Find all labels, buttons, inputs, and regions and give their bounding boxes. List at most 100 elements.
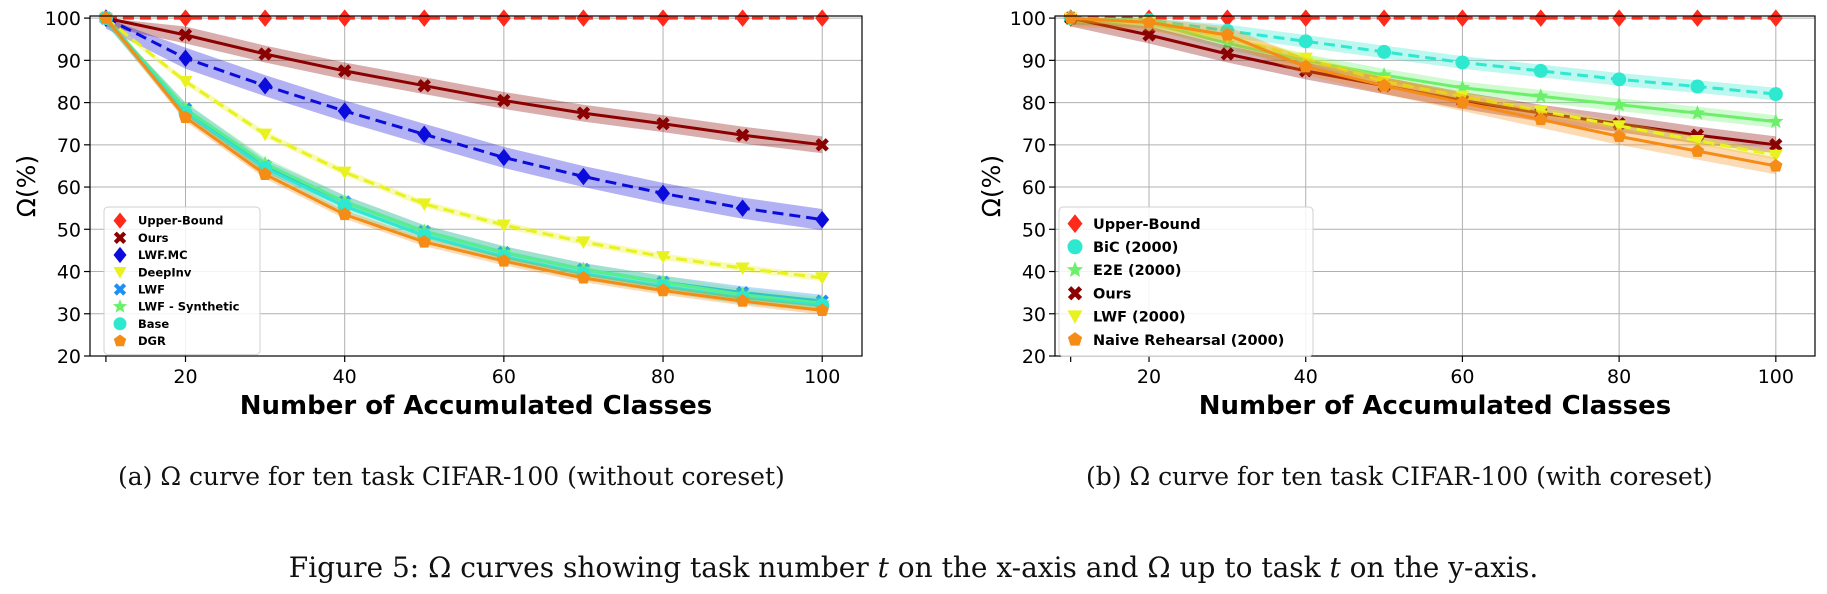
y-tick-label: 90 bbox=[57, 50, 81, 72]
series-deepinv bbox=[98, 12, 830, 285]
point-dgr bbox=[656, 283, 670, 297]
subcaption-b: (b) Ω curve for ten task CIFAR-100 (with… bbox=[1086, 462, 1713, 491]
point-e2e-2000 bbox=[1533, 88, 1549, 103]
chart-b: 20 40 60 80 100 20 30 40 50 60 70 80 90 100 Number of … bbox=[977, 8, 1816, 421]
point-ours bbox=[338, 64, 352, 78]
band-lwf-mc bbox=[105, 18, 823, 231]
point-dgr bbox=[735, 294, 750, 307]
point-bic-2000 bbox=[1768, 87, 1783, 102]
y-tick-label: 90 bbox=[1022, 50, 1046, 72]
legend-label-deepinv: DeepInv bbox=[138, 265, 192, 279]
x-tick-label: 20 bbox=[1137, 366, 1161, 388]
y-tick-label: 30 bbox=[1022, 304, 1046, 326]
line-lwf-synthetic bbox=[104, 17, 823, 305]
ticks: 20 40 60 80 100 20 30 40 50 60 70 80 90 100 bbox=[45, 8, 841, 388]
legend-label-ours: Ours bbox=[1093, 286, 1131, 302]
point-upper-bound bbox=[496, 9, 511, 27]
legend-box bbox=[1058, 206, 1314, 357]
point-naive-rehearsal-2000 bbox=[1064, 11, 1078, 24]
figure-caption: Figure 5: Ω curves showing task number t… bbox=[0, 551, 1827, 584]
point-e2e-2000 bbox=[1376, 67, 1392, 82]
series-dgr bbox=[99, 11, 829, 317]
y-tick-label: 50 bbox=[1022, 219, 1046, 241]
caption-text: on the x-axis and Ω up to task bbox=[888, 551, 1330, 584]
legend-marker-ours bbox=[113, 231, 127, 244]
point-naive-rehearsal-2000 bbox=[1220, 28, 1235, 41]
y-tick-label: 70 bbox=[1022, 135, 1046, 157]
y-tick-label: 80 bbox=[1022, 93, 1046, 115]
x-tick-label: 80 bbox=[1607, 366, 1631, 388]
chart-a: 20 40 60 80 100 20 30 40 50 60 70 80 90 100 Number of … bbox=[12, 8, 863, 421]
y-axis-label: Ω(%) bbox=[977, 155, 1006, 217]
legend-marker-base bbox=[113, 317, 127, 331]
plot-frame bbox=[1054, 15, 1816, 357]
line-lwf-2000 bbox=[1070, 16, 1777, 157]
legend-marker-upper-bound bbox=[1067, 214, 1083, 233]
legend-marker-upper-bound bbox=[113, 212, 127, 229]
point-ours bbox=[576, 106, 591, 120]
legend-box bbox=[103, 206, 261, 356]
line-dgr bbox=[104, 17, 823, 312]
band-ours bbox=[1070, 18, 1776, 154]
line-naive-rehearsal-2000 bbox=[1070, 16, 1777, 168]
legend-label-dgr: DGR bbox=[138, 334, 166, 348]
point-lwf-mc bbox=[337, 102, 352, 120]
subcaption-a: (a) Ω curve for ten task CIFAR-100 (with… bbox=[118, 462, 785, 491]
band-naive-rehearsal-2000 bbox=[1070, 18, 1776, 175]
point-dgr bbox=[178, 110, 193, 124]
x-tick-label: 40 bbox=[333, 366, 357, 388]
point-lwf-mc bbox=[576, 167, 591, 186]
y-tick-label: 70 bbox=[57, 135, 81, 157]
line-base bbox=[104, 17, 823, 307]
legend-marker-deepinv bbox=[113, 267, 127, 279]
point-upper-bound bbox=[815, 9, 830, 27]
band-e2e-2000 bbox=[1070, 18, 1776, 128]
point-upper-bound bbox=[1533, 9, 1548, 27]
point-dgr bbox=[417, 234, 431, 248]
point-e2e-2000 bbox=[1689, 105, 1706, 120]
point-bic-2000 bbox=[1612, 72, 1627, 87]
line-deepinv bbox=[104, 16, 823, 280]
caption-text: on the y-axis. bbox=[1340, 551, 1539, 584]
point-deepinv bbox=[178, 75, 193, 89]
point-ours bbox=[1142, 28, 1156, 42]
x-tick-label: 20 bbox=[173, 366, 197, 388]
point-bic-2000 bbox=[1377, 44, 1392, 59]
legend-marker-e2e-2000 bbox=[1066, 261, 1084, 277]
y-tick-label: 30 bbox=[57, 304, 81, 326]
y-tick-label: 60 bbox=[57, 177, 81, 199]
line-e2e-2000 bbox=[1070, 16, 1776, 124]
point-upper-bound bbox=[1298, 9, 1313, 27]
legend-marker-lwf-mc bbox=[113, 246, 127, 264]
point-e2e-2000 bbox=[1768, 113, 1784, 129]
point-lwf-2000 bbox=[1533, 105, 1548, 119]
point-lwf-mc bbox=[417, 125, 432, 144]
point-bic-2000 bbox=[1533, 63, 1548, 78]
legend: Upper-Bound BiC (2000) E2E (2000) Ours LWF (… bbox=[1058, 206, 1314, 357]
point-upper-bound bbox=[1220, 9, 1235, 27]
point-ours bbox=[417, 79, 431, 93]
y-tick-label: 100 bbox=[45, 8, 81, 30]
x-tick-label: 80 bbox=[651, 366, 675, 388]
legend-label-lwf: LWF bbox=[138, 283, 165, 297]
point-upper-bound bbox=[1455, 9, 1470, 27]
band-dgr bbox=[105, 18, 823, 315]
point-dgr bbox=[497, 253, 511, 267]
point-lwf-mc bbox=[178, 49, 193, 67]
point-ours bbox=[656, 117, 670, 131]
point-lwf-mc bbox=[735, 199, 750, 217]
legend-label-bic-2000: BiC (2000) bbox=[1093, 240, 1178, 256]
point-upper-bound bbox=[576, 9, 591, 27]
point-lwf-2000 bbox=[1298, 52, 1313, 66]
point-ours bbox=[1220, 47, 1235, 61]
point-bic-2000 bbox=[1690, 79, 1705, 94]
point-upper-bound bbox=[178, 9, 193, 27]
point-dgr bbox=[338, 207, 352, 221]
point-lwf-2000 bbox=[1690, 134, 1705, 148]
point-naive-rehearsal-2000 bbox=[1690, 144, 1705, 157]
point-naive-rehearsal-2000 bbox=[1455, 95, 1470, 109]
point-deepinv bbox=[735, 262, 750, 276]
caption-text: Figure 5: Ω curves showing task number bbox=[288, 551, 878, 584]
point-naive-rehearsal-2000 bbox=[1142, 15, 1156, 28]
point-bic-2000 bbox=[1455, 55, 1470, 70]
